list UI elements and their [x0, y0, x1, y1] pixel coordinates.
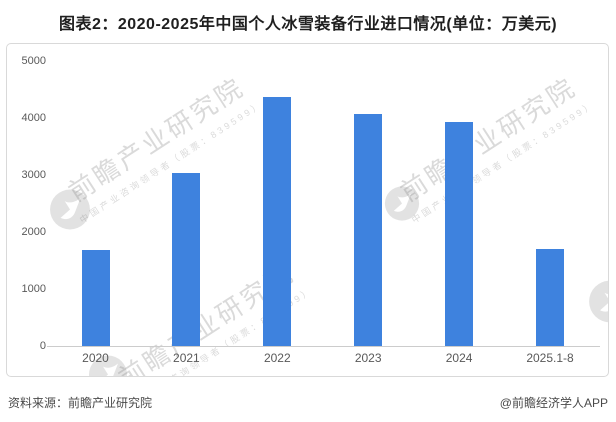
- bar-2020: [81, 250, 110, 346]
- page-title: 图表2：2020-2025年中国个人冰雪装备行业进口情况(单位：万美元): [58, 16, 558, 33]
- y-axis-tick-1000: 1000: [21, 283, 46, 295]
- y-axis-tick-3000: 3000: [21, 169, 46, 181]
- bar-2023: [354, 114, 383, 346]
- credit-note: @前瞻经济学人APP: [499, 396, 608, 410]
- watermark-logo-icon: [588, 280, 608, 329]
- bar-2025.1-8: [536, 249, 564, 346]
- watermark-logo-icon: [49, 189, 91, 236]
- watermark-logo-icon: [384, 186, 420, 227]
- x-axis-label-2023: 2023: [354, 351, 382, 365]
- x-axis-line: [47, 346, 600, 347]
- y-axis-tick-4000: 4000: [21, 112, 46, 124]
- source-note: 资料来源：前瞻产业研究院: [8, 396, 153, 410]
- x-axis-label-2022: 2022: [263, 351, 291, 365]
- x-axis-label-2020: 2020: [82, 351, 109, 365]
- bar-2024: [445, 122, 474, 346]
- watermark-text: 前瞻产业研究院 中国产业咨询领导者（股票：839599）: [63, 71, 265, 226]
- watermark-text: 前瞻产业研究院 中国产业咨询领导者（股票：839599）: [395, 71, 597, 226]
- bar-chart: 前瞻产业研究院 中国产业咨询领导者（股票：839599） 前瞻产业研究院 中国产…: [6, 43, 609, 377]
- x-axis-label-2025.1-8: 2025.1-8: [526, 351, 574, 365]
- y-axis-tick-5000: 5000: [21, 55, 46, 67]
- bar-2021: [172, 173, 201, 346]
- x-axis-label-2021: 2021: [173, 351, 200, 365]
- y-axis-tick-2000: 2000: [21, 226, 46, 238]
- y-axis-tick-0: 0: [39, 340, 46, 352]
- bar-2022: [263, 97, 292, 346]
- watermark-text: 前瞻产业研究院 中国产业咨询领导者（股票：839599）: [605, 175, 609, 312]
- x-axis-label-2024: 2024: [445, 351, 473, 365]
